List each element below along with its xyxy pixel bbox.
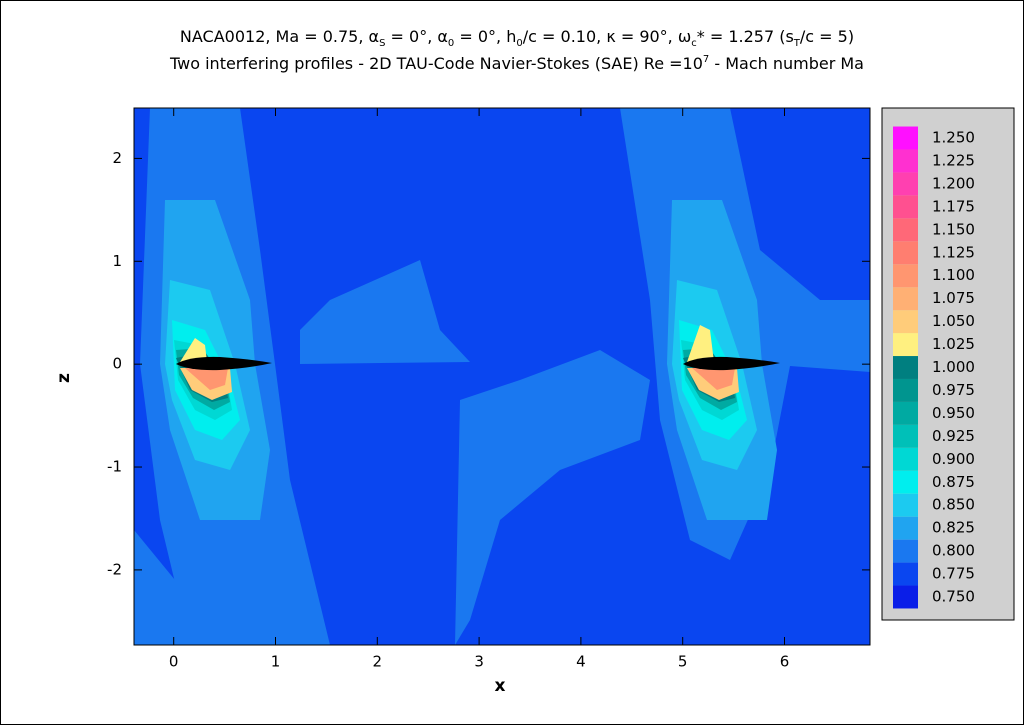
colorbar-label: 1.200 xyxy=(932,174,975,192)
subtitle-part: - Mach number Ma xyxy=(709,54,864,73)
colorbar-label: 1.100 xyxy=(932,266,975,284)
subtitle-part: 7 xyxy=(703,54,709,65)
title-part: = 0°, h xyxy=(454,27,516,46)
colorbar-swatch xyxy=(893,516,918,540)
colorbar-label: 0.775 xyxy=(932,565,975,583)
colorbar-swatch xyxy=(893,493,918,517)
title-part: 0 xyxy=(448,38,454,49)
x-tick-label: 1 xyxy=(271,653,281,671)
title-part: T xyxy=(793,38,801,49)
title-part: 0 xyxy=(516,38,522,49)
contour-region xyxy=(180,338,207,362)
colorbar-swatch xyxy=(893,172,918,196)
colorbar-swatch xyxy=(893,195,918,219)
colorbar-swatch xyxy=(893,470,918,494)
y-tick-label: 1 xyxy=(112,252,122,270)
colorbar-label: 0.800 xyxy=(932,542,975,560)
colorbar-label: 1.000 xyxy=(932,358,975,376)
y-tick-label: 2 xyxy=(112,149,122,167)
colorbar-swatch xyxy=(893,287,918,311)
colorbar-label: 1.075 xyxy=(932,289,975,307)
title-part: S xyxy=(379,38,385,49)
x-tick-label: 3 xyxy=(474,653,484,671)
contour-region xyxy=(134,530,200,645)
colorbar-label: 0.750 xyxy=(932,588,975,606)
contour-region xyxy=(185,368,228,390)
colorbar-swatch xyxy=(893,562,918,586)
x-tick-label: 0 xyxy=(169,653,179,671)
colorbar-swatch xyxy=(893,126,918,150)
colorbar-swatch xyxy=(893,310,918,334)
colorbar-label: 0.950 xyxy=(932,404,975,422)
title-part: /c = 0.10, κ = 90°, ω xyxy=(523,27,692,46)
colorbar-swatch xyxy=(893,401,918,425)
contour-region xyxy=(692,368,735,390)
colorbar-swatch xyxy=(893,264,918,288)
colorbar-label: 1.150 xyxy=(932,220,975,238)
colorbar-swatch xyxy=(893,333,918,357)
colorbar-label: 0.850 xyxy=(932,496,975,514)
colorbar-swatch xyxy=(893,378,918,402)
y-tick-label: 0 xyxy=(112,355,122,373)
x-tick-label: 4 xyxy=(576,653,586,671)
airfoil xyxy=(176,356,272,371)
colorbar-label: 0.875 xyxy=(932,473,975,491)
colorbar-label: 0.825 xyxy=(932,519,975,537)
colorbar-swatch xyxy=(893,241,918,265)
colorbar-swatch xyxy=(893,218,918,242)
colorbar-swatch xyxy=(893,447,918,471)
x-axis-label: x xyxy=(495,676,506,696)
plot-border xyxy=(133,107,871,646)
title-part: = 0°, α xyxy=(385,27,447,46)
colorbar-label: 0.925 xyxy=(932,427,975,445)
colorbar-label: 1.050 xyxy=(932,312,975,330)
contour-region xyxy=(455,350,650,645)
colorbar-swatch xyxy=(893,539,918,563)
colorbar-label: 1.025 xyxy=(932,335,975,353)
subtitle-part: Two interfering profiles - 2D TAU-Code N… xyxy=(169,54,703,73)
airfoil xyxy=(683,356,780,371)
y-tick-label: -2 xyxy=(107,560,122,578)
colorbar-label: 0.900 xyxy=(932,450,975,468)
y-tick-label: -1 xyxy=(107,458,122,476)
colorbar-label: 1.250 xyxy=(932,129,975,147)
x-tick-label: 6 xyxy=(780,653,790,671)
x-tick-label: 2 xyxy=(373,653,383,671)
chart-title: NACA0012, Ma = 0.75, αS = 0°, α0 = 0°, h… xyxy=(180,27,854,49)
colorbar-label: 1.125 xyxy=(932,243,975,261)
x-tick-label: 5 xyxy=(678,653,688,671)
colorbar-swatch xyxy=(893,585,918,609)
colorbar-label: 1.225 xyxy=(932,151,975,169)
contour-region xyxy=(687,325,714,362)
title-part: * = 1.257 (s xyxy=(697,27,794,46)
title-part: c xyxy=(691,38,697,49)
chart-subtitle: Two interfering profiles - 2D TAU-Code N… xyxy=(169,54,864,73)
colorbar-swatch xyxy=(893,149,918,173)
y-axis-label: z xyxy=(54,373,74,383)
title-part: NACA0012, Ma = 0.75, α xyxy=(180,27,379,46)
colorbar-label: 1.175 xyxy=(932,197,975,215)
colorbar-swatch xyxy=(893,356,918,379)
title-part: /c = 5) xyxy=(800,27,854,46)
contour-region xyxy=(300,260,470,364)
colorbar-swatch xyxy=(893,424,918,448)
contour-field xyxy=(134,108,870,645)
colorbar-label: 0.975 xyxy=(932,381,975,399)
